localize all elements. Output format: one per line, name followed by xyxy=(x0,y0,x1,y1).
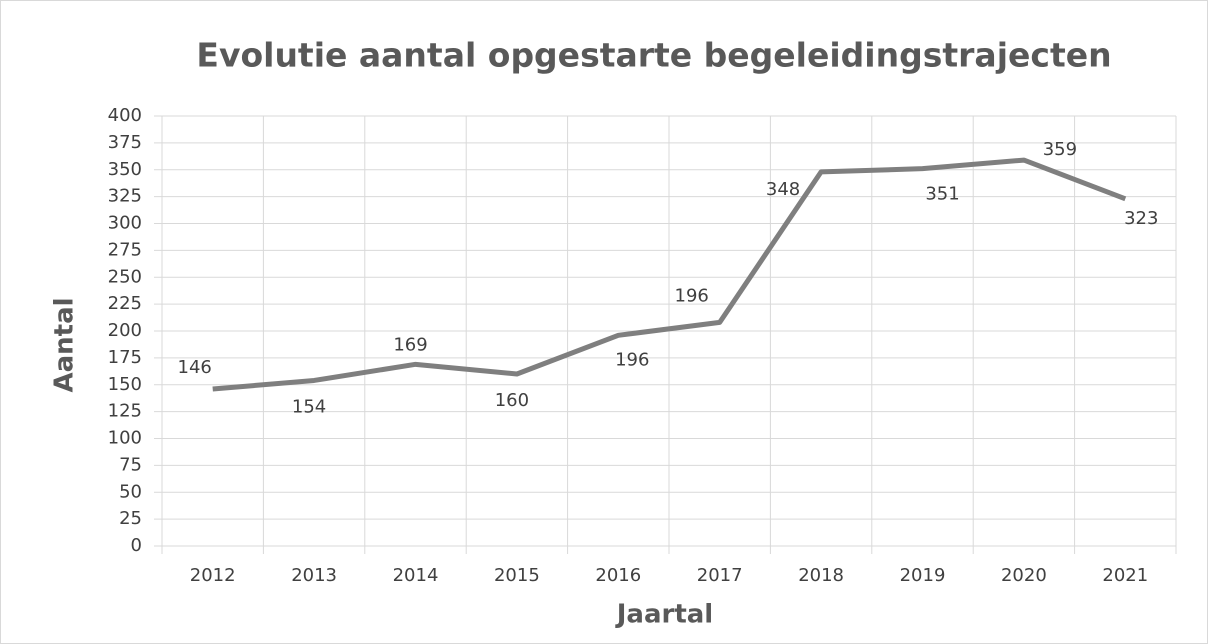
y-tick-label: 250 xyxy=(108,266,142,287)
y-tick-label: 75 xyxy=(119,454,142,475)
y-tick-label: 275 xyxy=(108,239,142,260)
x-tick-label: 2019 xyxy=(900,565,946,586)
x-tick-label: 2018 xyxy=(798,565,844,586)
data-label: 154 xyxy=(292,396,326,417)
x-tick-label: 2012 xyxy=(190,565,236,586)
data-label: 169 xyxy=(393,334,427,355)
y-tick-label: 400 xyxy=(108,105,142,126)
data-label: 359 xyxy=(1043,139,1077,160)
y-tick-label: 150 xyxy=(108,374,142,395)
x-tick-label: 2017 xyxy=(697,565,743,586)
data-label: 196 xyxy=(675,285,709,306)
y-tick-label: 50 xyxy=(119,481,142,502)
data-label: 351 xyxy=(925,184,959,205)
y-tick-label: 200 xyxy=(108,320,142,341)
x-tick-label: 2020 xyxy=(1001,565,1047,586)
y-tick-label: 0 xyxy=(131,535,142,556)
y-tick-label: 300 xyxy=(108,213,142,234)
y-tick-label: 125 xyxy=(108,401,142,422)
x-tick-label: 2014 xyxy=(393,565,439,586)
x-tick-label: 2021 xyxy=(1102,565,1148,586)
y-tick-label: 375 xyxy=(108,132,142,153)
data-label: 160 xyxy=(495,390,529,411)
y-tick-label: 350 xyxy=(108,159,142,180)
data-label: 323 xyxy=(1124,208,1158,229)
data-label: 348 xyxy=(766,179,800,200)
y-tick-label: 325 xyxy=(108,186,142,207)
y-tick-label: 225 xyxy=(108,293,142,314)
x-tick-label: 2015 xyxy=(494,565,540,586)
x-tick-label: 2016 xyxy=(595,565,641,586)
x-tick-label: 2013 xyxy=(291,565,337,586)
data-label: 196 xyxy=(615,349,649,370)
x-axis-label: Jaartal xyxy=(615,600,713,630)
y-axis-label: Aantal xyxy=(50,297,80,392)
data-label: 146 xyxy=(178,357,212,378)
y-tick-label: 175 xyxy=(108,347,142,368)
y-tick-label: 100 xyxy=(108,428,142,449)
line-series xyxy=(212,157,1127,392)
chart-title: Evolutie aantal opgestarte begeleidingst… xyxy=(196,36,1111,75)
y-tick-label: 25 xyxy=(119,508,142,529)
